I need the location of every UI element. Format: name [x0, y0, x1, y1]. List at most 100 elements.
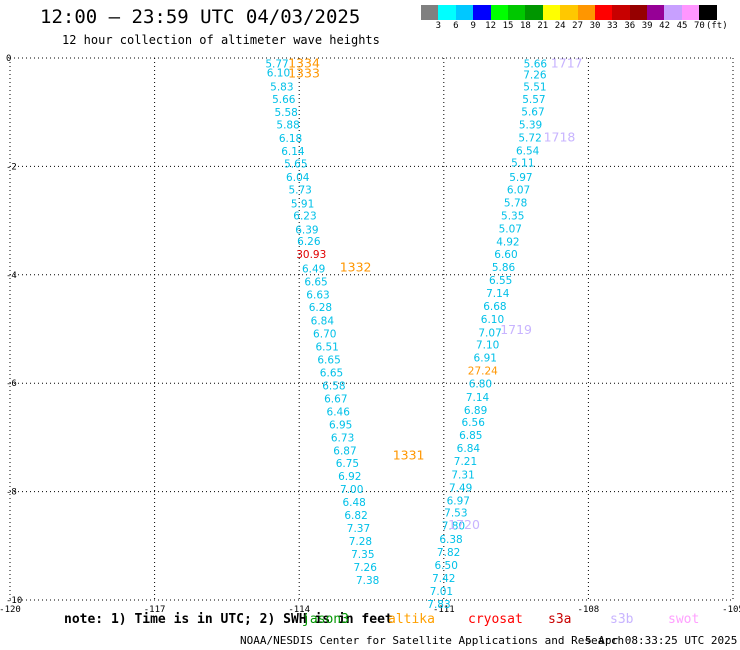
colorbar-swatch — [681, 5, 700, 20]
data-point-altika: 6.14 — [281, 146, 305, 158]
colorbar-swatch — [507, 5, 526, 20]
data-point-s3b: 6.68 — [483, 301, 506, 313]
data-point-s3b: 4.92 — [496, 237, 519, 249]
data-point-s3b: 5.51 — [523, 82, 546, 94]
colorbar-swatch — [577, 5, 595, 20]
data-point-altika: 6.73 — [331, 432, 354, 444]
data-point-altika: 6.82 — [344, 510, 367, 522]
data-point-altika: 7.35 — [351, 549, 374, 561]
pass-annotation: 1717 — [551, 55, 583, 70]
y-tick-label: -8 — [6, 488, 17, 498]
data-point-altika: 6.75 — [336, 458, 359, 470]
data-point-altika: 6.10 — [267, 68, 290, 80]
satellite-legend-jason3: jason3 — [302, 612, 349, 627]
data-point-altika: 5.73 — [288, 185, 311, 197]
colorbar-label: 33 — [606, 21, 618, 31]
data-point-altika: 6.65 — [317, 354, 340, 366]
chart-title: 12:00 – 23:59 UTC 04/03/2025 — [40, 6, 361, 28]
data-point-s3b: 5.78 — [504, 198, 527, 210]
data-point-s3b: 6.80 — [469, 379, 492, 391]
data-point-s3b: 6.85 — [459, 430, 482, 442]
colorbar-swatch — [612, 5, 630, 20]
data-point-altika: 5.65 — [284, 159, 307, 171]
colorbar-swatch — [699, 5, 717, 20]
colorbar-label: 70 — [693, 21, 705, 31]
colorbar-label: (ft) — [705, 21, 728, 31]
y-tick-label: -2 — [6, 162, 17, 172]
colorbar-swatch — [490, 5, 508, 20]
data-point-altika: 6.39 — [295, 224, 318, 236]
data-point-altika: 6.67 — [324, 393, 347, 405]
data-point-s3b: 6.56 — [462, 417, 486, 429]
data-point-altika: 6.26 — [297, 236, 321, 248]
note-text: note: 1) Time is in UTC; 2) SWH is in fe… — [64, 612, 393, 627]
colorbar-swatch — [421, 5, 439, 20]
data-point-altika: 5.58 — [274, 107, 297, 119]
satellite-legend-s3a: s3a — [548, 612, 572, 627]
colorbar-swatch — [525, 5, 543, 20]
colorbar-swatch — [473, 5, 491, 20]
y-tick-label: -10 — [6, 596, 22, 606]
colorbar-label: 42 — [659, 21, 671, 31]
data-point-s3b: 6.50 — [435, 560, 458, 572]
chart-subtitle: 12 hour collection of altimeter wave hei… — [62, 33, 380, 47]
data-point-altika: 5.88 — [276, 120, 299, 132]
data-point-s3b: 7.31 — [451, 469, 474, 481]
pass-annotation: 1333 — [288, 66, 320, 81]
y-tick-label: 0 — [6, 54, 11, 64]
colorbar-label: 27 — [572, 21, 584, 31]
credit-text: NOAA/NESDIS Center for Satellite Applica… — [240, 634, 625, 647]
colorbar-label: 18 — [519, 21, 531, 31]
x-tick-label: -120 — [0, 605, 21, 615]
data-point-altika: 6.95 — [329, 419, 352, 431]
data-point-s3b: 7.14 — [466, 392, 490, 404]
x-tick-label: -114 — [288, 605, 310, 615]
satellite-legend-swot: swot — [668, 612, 700, 627]
x-tick-label: -108 — [578, 605, 600, 615]
colorbar-labels: 3 6 9 12 15 18 21 24 27 30 33 36 39 42 45 70 (ft) — [421, 21, 740, 33]
data-point-altika: 6.18 — [279, 133, 302, 145]
data-point-s3b: 7.49 — [449, 482, 472, 494]
colorbar-label: 15 — [502, 21, 514, 31]
data-point-altika: 6.84 — [311, 315, 335, 327]
data-point-altika: 6.46 — [327, 406, 351, 418]
colorbar-swatch — [629, 5, 648, 20]
data-point-s3b: 5.86 — [492, 262, 516, 274]
data-point-s3b: 7.01 — [430, 586, 453, 598]
colorbar-swatch — [560, 5, 578, 20]
data-point-s3b: 6.38 — [439, 534, 462, 546]
credit-date: 5 Apr 08:33:25 UTC 2025 — [585, 634, 738, 647]
data-point-altika: 6.49 — [302, 263, 325, 275]
data-point-altika: 6.58 — [322, 380, 345, 392]
data-point-s3b: 7.14 — [486, 288, 510, 300]
data-point-s3b: 7.10 — [476, 340, 499, 352]
data-point-altika: 7.28 — [349, 536, 372, 548]
data-point-s3b: 6.97 — [447, 495, 470, 507]
satellite-legend-cryosat: cryosat — [468, 612, 523, 627]
satellite-legend-altika: altika — [388, 612, 435, 627]
pass-annotation: 1334 — [288, 55, 320, 70]
data-point-s3b: 7.07 — [478, 327, 501, 339]
y-tick-label: -6 — [6, 379, 17, 389]
data-point-altika: 5.91 — [291, 198, 314, 210]
x-tick-label: -117 — [144, 605, 166, 615]
data-point-altika: 7.00 — [340, 484, 363, 496]
data-point-s3b: 7.82 — [437, 547, 460, 559]
data-point-altika: 6.87 — [333, 445, 356, 457]
data-point-altika: 6.63 — [306, 289, 329, 301]
data-point-s3b: 5.97 — [509, 172, 532, 184]
colorbar — [421, 5, 717, 20]
data-point-s3b: 6.60 — [494, 249, 517, 261]
colorbar-label: 21 — [537, 21, 549, 31]
pass-annotation: 1331 — [393, 448, 425, 463]
data-point-altika: 6.48 — [342, 497, 365, 509]
data-point-altika: 7.26 — [354, 562, 378, 574]
data-point-s3b: 5.66 — [524, 58, 548, 70]
data-point-s3b: 5.35 — [501, 211, 524, 223]
data-point-altika: 6.65 — [320, 367, 343, 379]
colorbar-swatch — [664, 5, 682, 20]
y-tick-label: -4 — [6, 271, 17, 281]
data-point-s3b: 5.39 — [519, 120, 542, 132]
data-point-altika: 6.28 — [309, 302, 332, 314]
data-point-s3b: 5.67 — [521, 107, 544, 119]
